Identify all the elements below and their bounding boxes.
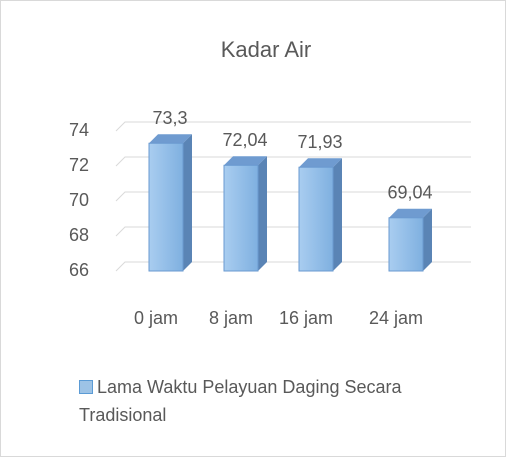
grid-line [115, 226, 471, 237]
bar-side [423, 208, 432, 271]
grid-line [115, 191, 471, 202]
legend: Lama Waktu Pelayuan Daging Secara Tradis… [79, 373, 479, 429]
bar-side [183, 134, 192, 271]
legend-label: Lama Waktu Pelayuan Daging Secara Tradis… [79, 377, 402, 425]
grid-line [115, 261, 471, 272]
y-tick-label: 66 [69, 260, 89, 280]
bar [388, 217, 424, 272]
y-tick-label: 74 [69, 120, 89, 140]
y-tick-label: 68 [69, 225, 89, 245]
bar [148, 142, 184, 272]
bar-side [258, 156, 267, 271]
bar-side [333, 158, 342, 271]
grid-line [115, 121, 471, 132]
y-tick-label: 72 [69, 155, 89, 175]
x-tick-label: 24 jam [369, 308, 423, 328]
y-tick-label: 70 [69, 190, 89, 210]
x-tick-label: 0 jam [134, 308, 178, 328]
x-tick-label: 16 jam [279, 308, 333, 328]
bar [298, 166, 334, 272]
data-label: 69,04 [387, 183, 432, 203]
data-label: 72,04 [222, 130, 267, 150]
bar [223, 164, 259, 272]
x-tick-label: 8 jam [209, 308, 253, 328]
data-label: 73,3 [152, 108, 187, 128]
bar-top [224, 156, 267, 166]
bar-top [299, 158, 342, 168]
data-label: 71,93 [297, 132, 342, 152]
bar-top [149, 134, 192, 144]
bar-top [389, 208, 432, 218]
chart-title: Kadar Air [221, 37, 312, 62]
grid-line [115, 156, 471, 167]
legend-key [79, 380, 93, 394]
